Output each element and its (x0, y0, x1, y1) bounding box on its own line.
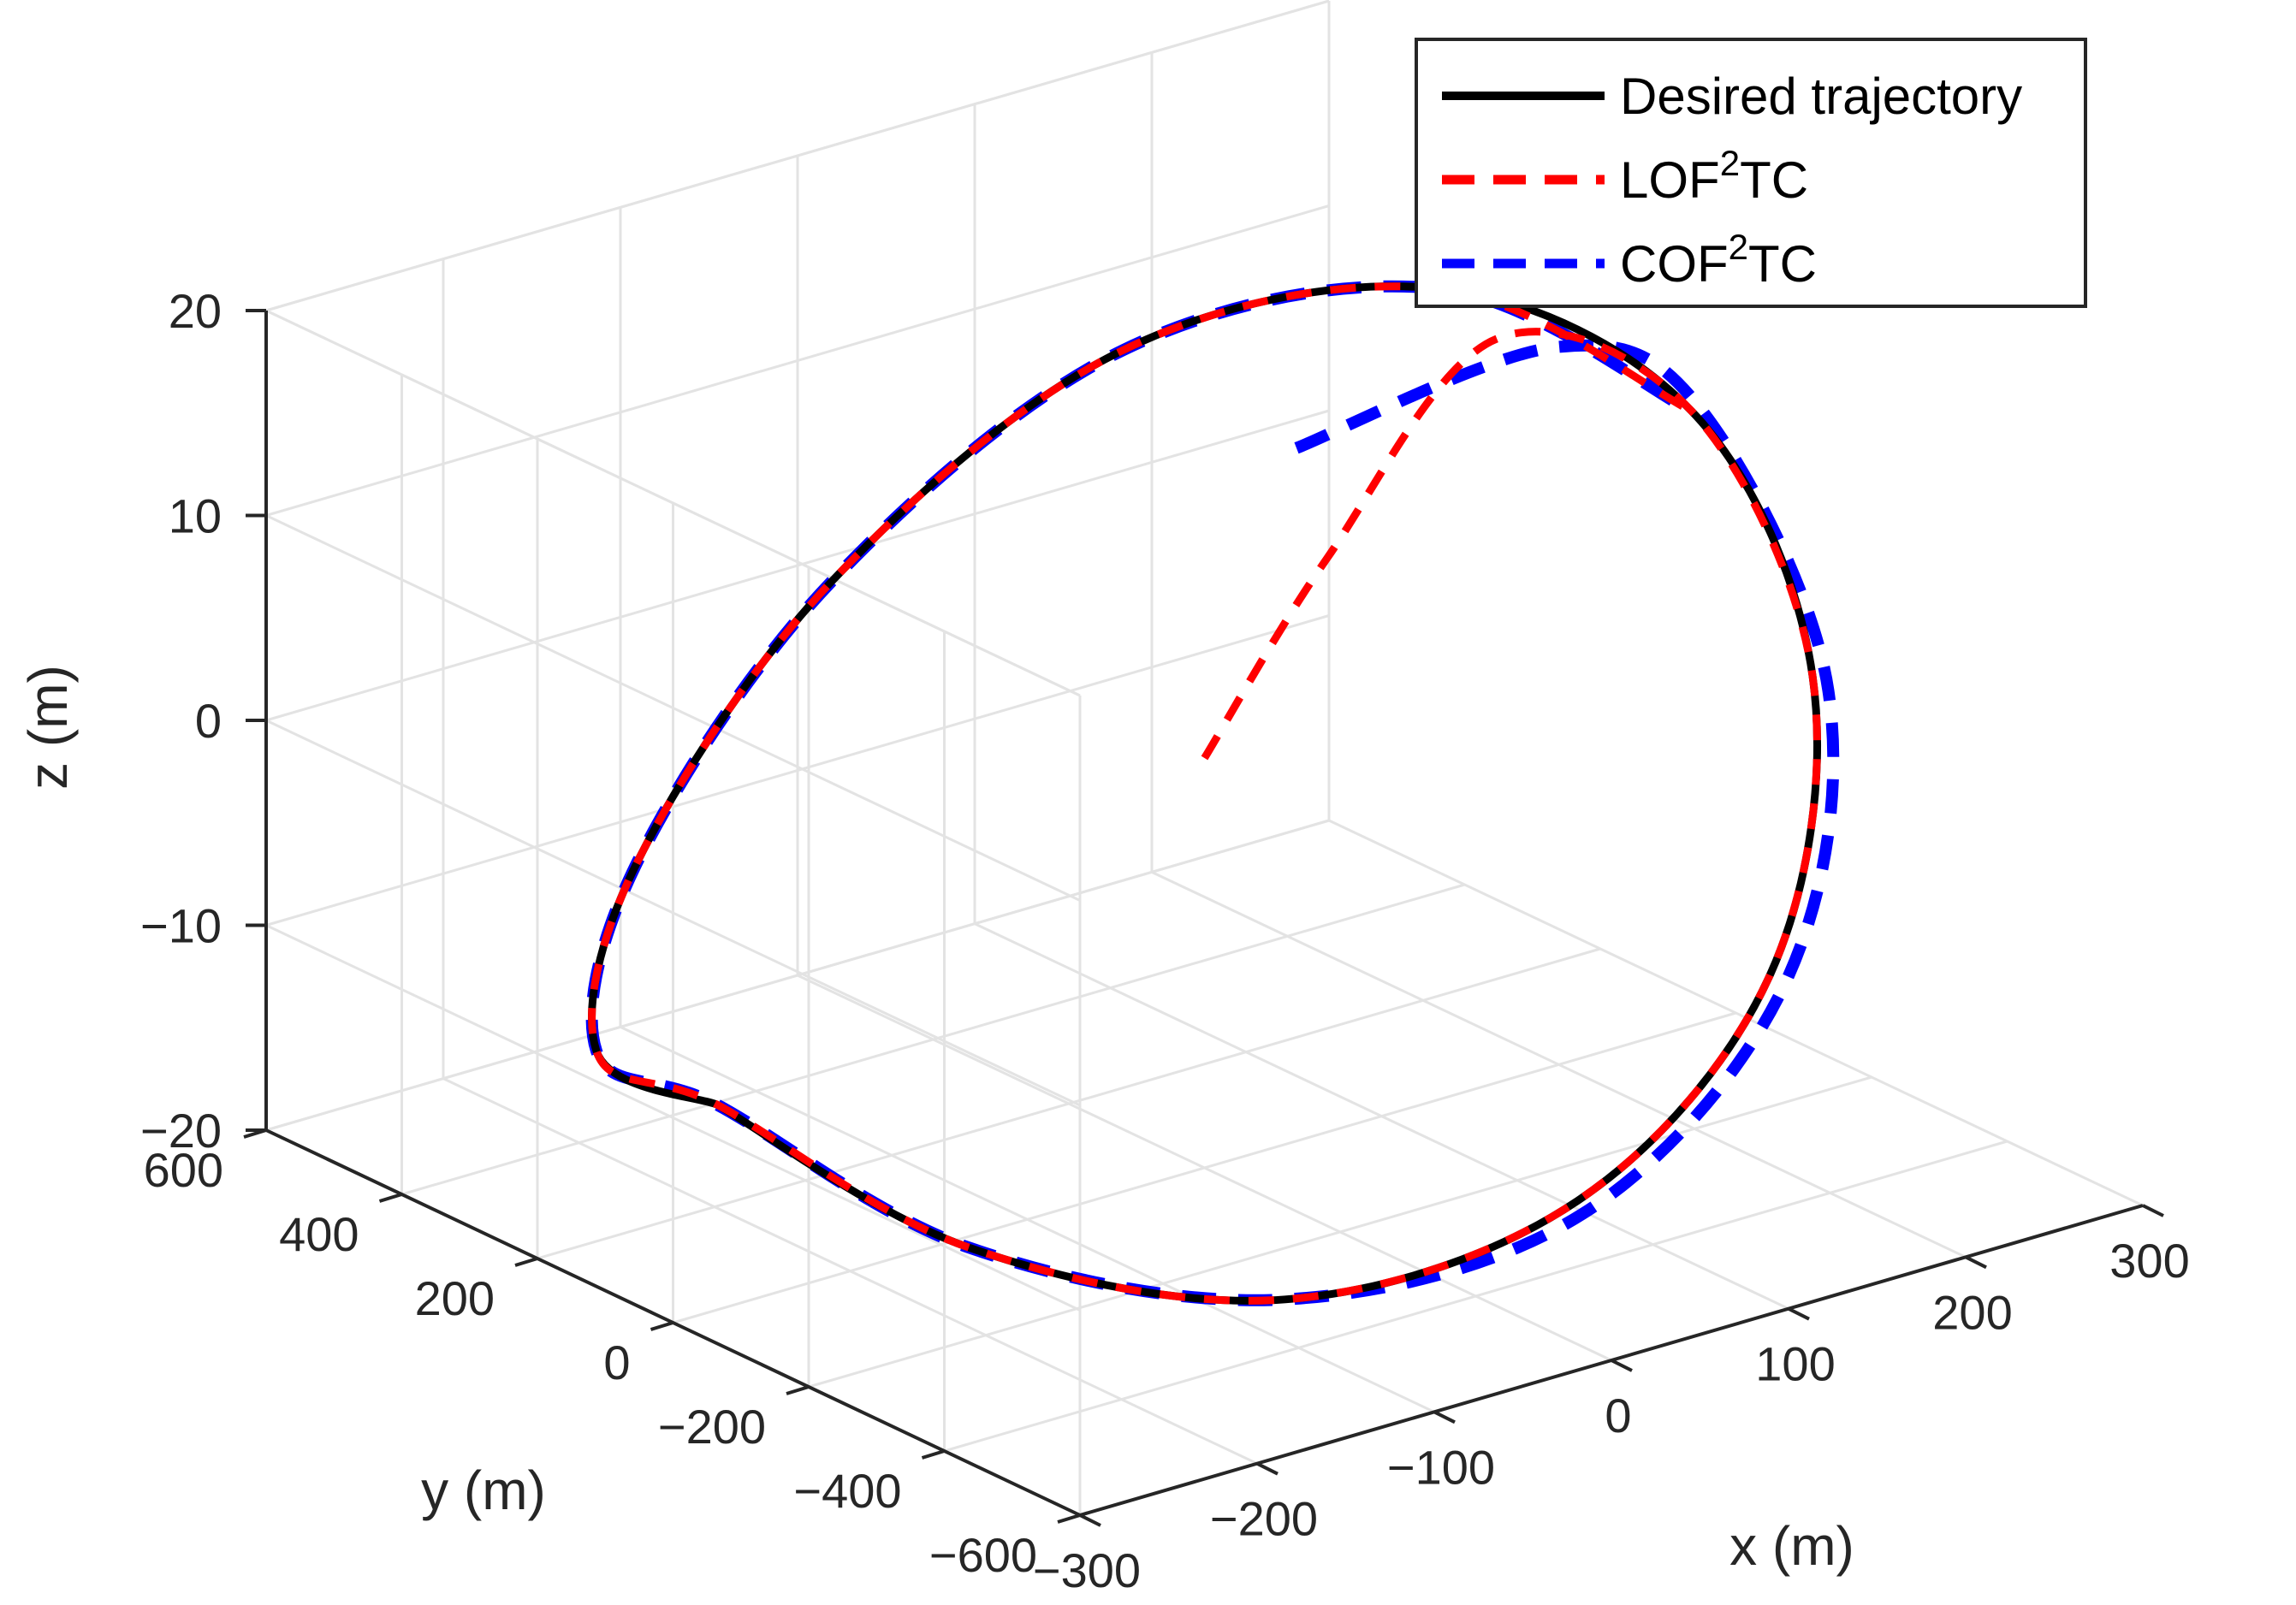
z-tick-label: −20 (140, 1104, 222, 1158)
y-tick-label: 600 (144, 1143, 223, 1197)
grid-line (944, 1140, 2008, 1453)
x-tick-label: −200 (1210, 1492, 1318, 1546)
x-tick (1256, 1461, 1279, 1476)
x-tick-label: 200 (1932, 1285, 2012, 1339)
y-tick (650, 1321, 674, 1331)
z-tick-label: 20 (169, 284, 222, 338)
legend-label: LOF2TC (1620, 143, 1808, 209)
y-tick-label: −400 (793, 1464, 901, 1518)
x-tick (2142, 1204, 2164, 1217)
y-tick (921, 1449, 946, 1460)
grid-line (265, 409, 1330, 722)
x-tick (1788, 1306, 1810, 1321)
x-tick (1965, 1255, 1987, 1270)
x-tick (1611, 1359, 1633, 1372)
grid-line (673, 1011, 1736, 1324)
x-tick-label: −300 (1033, 1543, 1141, 1597)
y-tick-label: −200 (658, 1400, 766, 1454)
grid-line (265, 614, 1330, 927)
legend-label-base: LOF (1620, 151, 1720, 209)
x-axis-label: x (m) (1729, 1515, 1854, 1577)
x-tick-label: 100 (1755, 1337, 1835, 1391)
z-tick-label: 10 (169, 489, 222, 543)
grid-line (401, 883, 1465, 1196)
grid-edge (265, 0, 1330, 312)
y-tick (378, 1193, 403, 1203)
legend-label: COF2TC (1620, 227, 1817, 293)
tick-labels: −300−200−1000100200300−600−400−200020040… (140, 284, 2190, 1597)
grid-line (265, 719, 1081, 1107)
z-tick-label: −10 (140, 899, 222, 953)
y-tick (1057, 1513, 1081, 1524)
legend-label-tail: TC (1740, 151, 1808, 209)
series-line-desired-trajectory (588, 282, 1821, 1305)
x-tick-label: 0 (1605, 1389, 1631, 1442)
y-tick-label: −600 (929, 1528, 1037, 1582)
y-tick-label: 0 (603, 1336, 630, 1389)
grid-line (537, 947, 1601, 1260)
axis-lines (264, 311, 2144, 1517)
y-tick-label: 200 (415, 1271, 495, 1325)
series-group (585, 280, 1840, 1306)
z-axis-label: z (m) (17, 665, 79, 790)
y-axis-label: y (m) (421, 1460, 546, 1521)
x-tick-label: −100 (1387, 1440, 1495, 1494)
legend-label: Desired trajectory (1620, 68, 2022, 125)
legend-label-tail: TC (1748, 235, 1817, 293)
legend-label-base: COF (1620, 235, 1729, 293)
tick-marks (243, 309, 2164, 1527)
z-tick-label: 0 (195, 694, 222, 748)
grid-line (808, 1075, 1872, 1389)
y-tick (514, 1257, 538, 1267)
legend-label-superscript: 2 (1720, 143, 1740, 183)
x-tick (1433, 1410, 1456, 1424)
legend-label-base: Desired trajectory (1620, 68, 2022, 125)
series-line-lof2tc (588, 282, 1821, 1305)
grid-line (265, 514, 1081, 902)
legend-box (1415, 38, 2087, 308)
grid-line (265, 924, 1081, 1312)
grid-line (265, 819, 1330, 1132)
y-tick-label: 400 (279, 1207, 359, 1261)
y-tick (786, 1385, 810, 1395)
x-tick-label: 300 (2109, 1234, 2189, 1288)
grid-edge (265, 309, 1081, 697)
grid-line (265, 204, 1330, 517)
legend-label-superscript: 2 (1729, 227, 1748, 267)
x-tick (1079, 1513, 1101, 1527)
